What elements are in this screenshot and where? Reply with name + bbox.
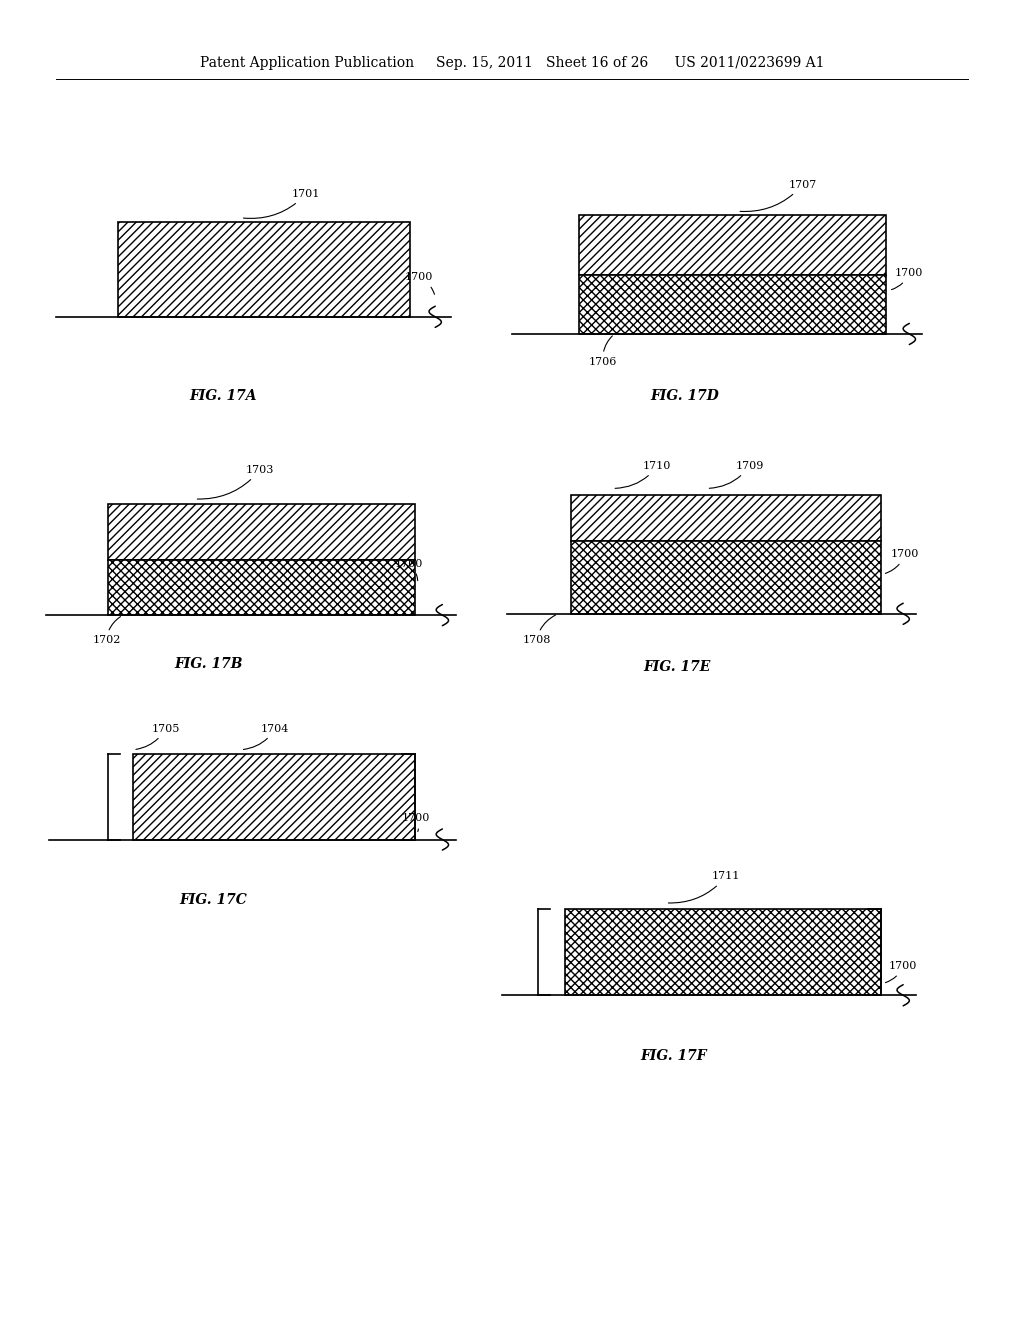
Bar <box>108 504 415 560</box>
Text: 1700: 1700 <box>886 961 918 982</box>
Text: 1703: 1703 <box>198 465 274 499</box>
Bar <box>118 222 410 317</box>
Text: 1706: 1706 <box>589 335 617 367</box>
Text: FIG. 17E: FIG. 17E <box>643 660 711 673</box>
Text: 1708: 1708 <box>522 615 556 645</box>
Text: 1711: 1711 <box>669 871 740 903</box>
Text: 1702: 1702 <box>92 616 121 645</box>
Text: FIG. 17D: FIG. 17D <box>650 389 719 403</box>
Text: 1700: 1700 <box>892 268 924 289</box>
Text: 1700: 1700 <box>394 558 423 581</box>
Text: 1709: 1709 <box>710 461 764 488</box>
Text: 1700: 1700 <box>401 813 430 832</box>
Text: 1700: 1700 <box>404 272 434 294</box>
Text: 1704: 1704 <box>244 723 290 750</box>
Text: 1707: 1707 <box>740 180 817 211</box>
Bar <box>579 275 886 334</box>
Text: 1710: 1710 <box>615 461 672 488</box>
Text: FIG. 17F: FIG. 17F <box>640 1049 707 1063</box>
Bar <box>133 754 415 840</box>
Bar <box>108 560 415 615</box>
Text: 1701: 1701 <box>244 189 321 218</box>
Text: Patent Application Publication     Sep. 15, 2011   Sheet 16 of 26      US 2011/0: Patent Application Publication Sep. 15, … <box>200 57 824 70</box>
Bar <box>571 541 881 614</box>
Bar <box>565 909 881 995</box>
Text: FIG. 17A: FIG. 17A <box>189 389 257 403</box>
Text: 1705: 1705 <box>136 723 180 750</box>
Bar <box>579 215 886 275</box>
Text: FIG. 17C: FIG. 17C <box>179 894 247 907</box>
Text: 1700: 1700 <box>886 549 920 573</box>
Text: FIG. 17B: FIG. 17B <box>174 657 243 671</box>
Bar <box>571 495 881 541</box>
